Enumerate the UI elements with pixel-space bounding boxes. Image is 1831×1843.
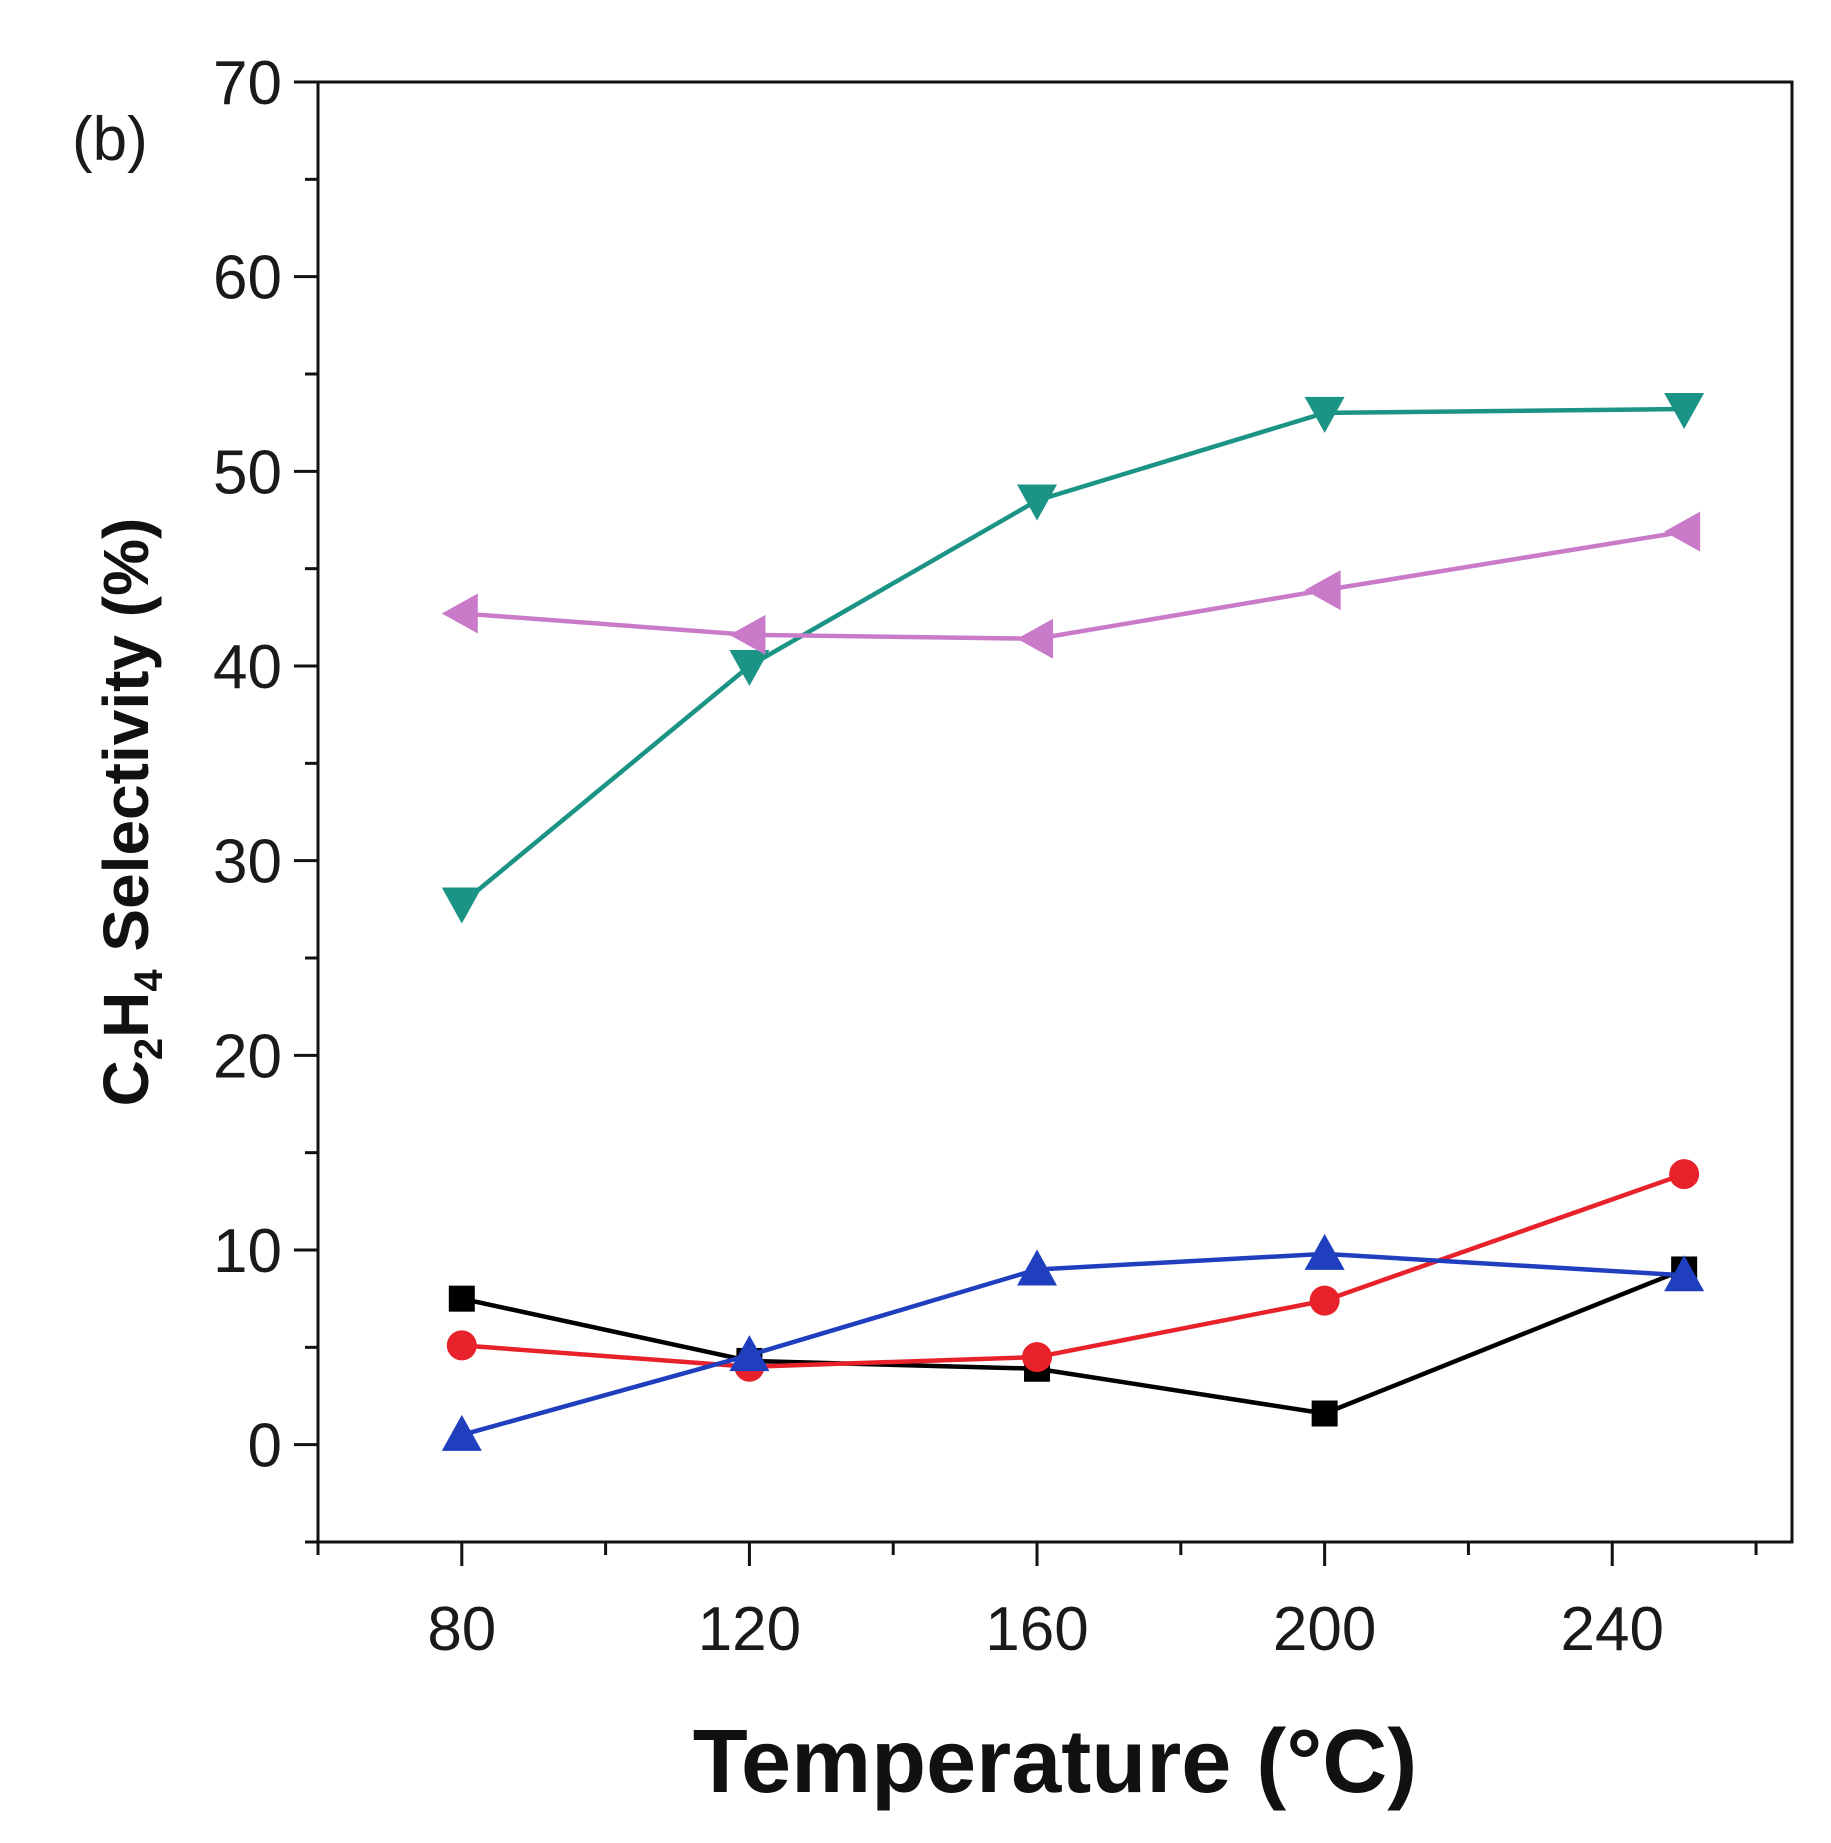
y-axis-title-sub1: 2 [127,1038,171,1060]
data-point-triangle-up [1017,1249,1058,1286]
y-tick-label: 50 [213,438,282,507]
data-point-triangle-down [1664,393,1705,430]
data-point-triangle-up [729,1335,770,1372]
y-tick-label: 30 [213,828,282,897]
x-axis-title: Temperature (°C) [693,1712,1417,1812]
data-point-triangle-up [1664,1255,1705,1292]
data-point-circle [1309,1285,1340,1316]
x-tick-label: 160 [985,1595,1088,1664]
series-triangle-left [441,511,1701,659]
series-triangle-up [441,1233,1705,1451]
y-tick-label: 0 [248,1412,282,1481]
data-point-triangle-left [1304,570,1341,611]
data-point-triangle-left [1017,618,1054,659]
data-point-triangle-up [441,1414,482,1451]
data-point-circle [1669,1159,1700,1190]
data-point-triangle-down [1017,484,1058,521]
x-tick-label: 200 [1273,1595,1376,1664]
panel-label: (b) [72,105,148,174]
series-line [461,1267,1685,1416]
data-point-square [1311,1400,1338,1427]
y-tick-label: 70 [213,49,282,118]
y-axis-title-prefix: C [90,1060,162,1106]
series-square [448,1256,1698,1427]
data-point-circle [1022,1342,1053,1373]
x-axis-ticks: 80 120 160 200 240 [316,1542,1758,1664]
data-point-triangle-down [441,887,482,924]
y-tick-label: 20 [213,1022,282,1091]
series-line [461,529,1685,641]
data-point-circle [446,1330,477,1361]
data-point-triangle-up [1304,1233,1345,1270]
y-tick-label: 40 [213,633,282,702]
data-point-triangle-left [441,593,478,634]
series-circle [446,1159,1700,1382]
y-axis-ticks: 0 10 20 30 40 50 60 70 [213,49,318,1544]
x-tick-label: 120 [698,1595,801,1664]
y-axis-title-sub2: 4 [127,969,171,992]
y-axis-title: C2H4 Selectivity (%) [90,518,171,1107]
y-tick-label: 10 [213,1217,282,1286]
series-triangle-down [441,393,1705,924]
y-tick-label: 60 [213,244,282,313]
data-point-triangle-left [729,614,766,655]
series-layer [441,393,1705,1451]
series-line [460,406,1685,906]
data-point-triangle-down [1304,396,1345,433]
y-axis-title-suffix: Selectivity (%) [90,518,162,970]
x-tick-label: 80 [427,1595,496,1664]
data-point-triangle-left [1664,511,1701,552]
data-point-square [448,1285,475,1312]
plot-frame [316,80,1794,1544]
x-tick-label: 240 [1561,1595,1664,1664]
y-axis-title-mid: H [90,992,162,1038]
data-point-triangle-down [729,650,770,686]
